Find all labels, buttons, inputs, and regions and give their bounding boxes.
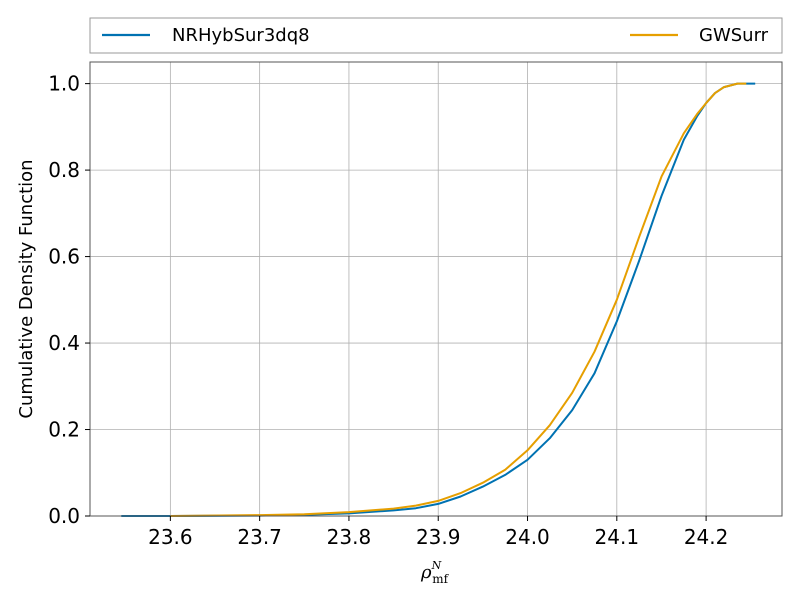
y-axis-ticks: 0.0 0.2 0.4 0.6 0.8 1.0 (48, 72, 90, 528)
grid (90, 62, 782, 517)
series-line-gwsurr (170, 82, 747, 517)
series-lines (121, 82, 756, 517)
plot-frame (89, 61, 783, 517)
x-tick-label: 23.8 (327, 525, 372, 549)
plot-area: 23.6 23.7 23.8 23.9 24.0 24.1 24.2 0.00.20.40.… (48, 61, 783, 549)
y-tick-label: 0.8 (48, 158, 80, 182)
x-tick-label: 24.1 (595, 525, 640, 549)
x-tick-label: 23.9 (416, 525, 461, 549)
x-axis-label-sup: N (431, 559, 442, 572)
y-axis-label: Cumulative Density Function (16, 159, 37, 418)
x-axis-label-sub: mf (432, 572, 449, 586)
x-tick-label: 23.7 (237, 525, 282, 549)
legend-label-gwsurr: GWSurr (699, 25, 769, 46)
y-tick-label: 0.4 (48, 331, 80, 355)
x-axis-ticks: 23.6 23.7 23.8 23.9 24.0 24.1 24.2 (148, 516, 728, 549)
x-tick-label: 24.0 (505, 525, 550, 549)
y-tick-label: 0.6 (48, 245, 80, 269)
x-axis-label: ρN mf (420, 559, 450, 586)
legend-label-nrhybsur3dq8: NRHybSur3dq8 (172, 25, 310, 46)
x-tick-label: 23.6 (148, 525, 193, 549)
legend: NRHybSur3dq8 GWSurr (89, 17, 783, 54)
x-tick-label: 24.2 (684, 525, 729, 549)
y-tick-label: 0.2 (48, 418, 80, 442)
y-tick-label: 0.0 (48, 504, 80, 528)
y-tick-label: 1.0 (48, 72, 80, 96)
x-axis-label-base: ρ (420, 562, 432, 583)
